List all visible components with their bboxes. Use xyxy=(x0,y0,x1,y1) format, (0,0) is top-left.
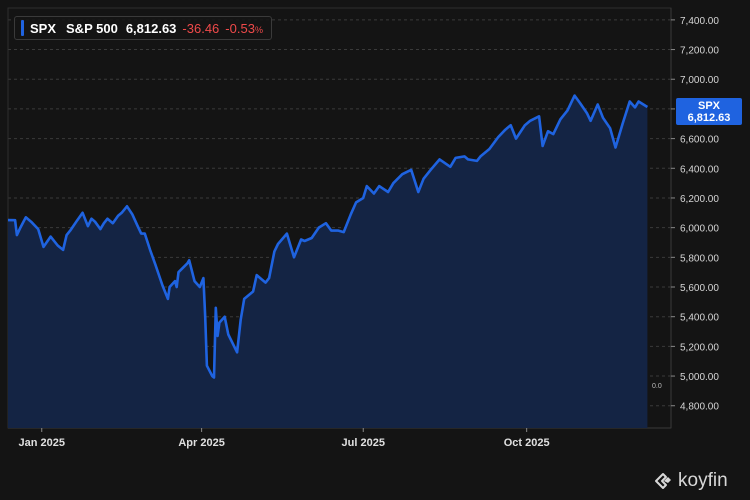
y-tick-label: 5,600.00 xyxy=(680,283,719,294)
legend-change-pct-value: -0.53 xyxy=(225,20,255,36)
legend-change: -36.46 xyxy=(182,20,220,36)
x-tick-label: Oct 2025 xyxy=(504,437,550,449)
y-tick-label: 4,800.00 xyxy=(680,402,719,413)
legend-ticker: SPX xyxy=(30,20,57,36)
y-tick-label: 7,400.00 xyxy=(680,16,719,27)
y-axis: 4,800.00 5,000.00 5,200.00 5,400.00 5,600.00… xyxy=(671,16,719,413)
x-tick-label: Jul 2025 xyxy=(342,437,385,449)
x-axis: Jan 2025 Apr 2025 Jul 2025 Oct 2025 xyxy=(19,428,550,449)
y-tick-label: 6,200.00 xyxy=(680,194,719,205)
x-tick-label: Jan 2025 xyxy=(19,437,65,449)
brand-logo[interactable]: koyfin xyxy=(652,470,728,492)
y-tick-label: 6,400.00 xyxy=(680,164,719,175)
y-tick-label: 7,200.00 xyxy=(680,46,719,57)
x-tick-label: Apr 2025 xyxy=(178,437,224,449)
last-price-tag: SPX 6,812.63 xyxy=(676,98,742,125)
legend-pct-sign: % xyxy=(254,24,263,35)
legend-last-price: 6,812.63 xyxy=(125,20,177,36)
brand-name: koyfin xyxy=(678,470,728,491)
series-line-spx xyxy=(7,94,649,379)
legend-name: S&P 500 xyxy=(66,20,118,36)
y-tick-label: 7,000.00 xyxy=(680,75,719,86)
y-tick-label: 5,800.00 xyxy=(680,253,719,264)
price-tag-ticker: SPX xyxy=(697,100,720,112)
y-tick-label: 5,200.00 xyxy=(680,342,719,353)
zero-value-label: 0.0 xyxy=(652,383,662,390)
series-area-spx xyxy=(8,95,648,428)
legend-change-pct: -0.53% xyxy=(225,21,263,36)
koyfin-logo-icon xyxy=(655,473,671,489)
y-tick-label: 5,000.00 xyxy=(680,372,719,383)
price-tag-value: 6,812.63 xyxy=(687,112,731,124)
y-tick-label: 6,600.00 xyxy=(680,135,719,146)
series-legend[interactable]: SPX S&P 500 6,812.63 -36.46 -0.53% xyxy=(14,16,272,40)
y-tick-label: 5,400.00 xyxy=(680,313,719,324)
series-color-swatch xyxy=(21,20,24,36)
y-tick-label: 6,000.00 xyxy=(680,224,719,235)
